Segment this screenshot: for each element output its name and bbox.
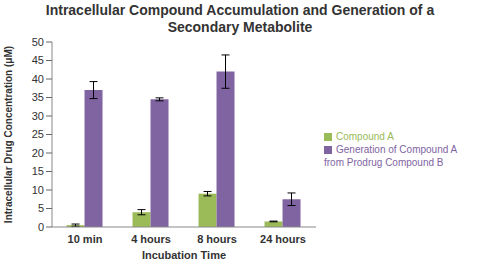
svg-text:5: 5 <box>38 202 44 214</box>
svg-text:20: 20 <box>32 147 44 159</box>
svg-text:50: 50 <box>32 38 44 48</box>
svg-text:0: 0 <box>38 221 44 233</box>
svg-text:10 min: 10 min <box>68 233 103 245</box>
svg-text:24 hours: 24 hours <box>260 233 306 245</box>
svg-text:40: 40 <box>32 73 44 85</box>
html-text:Generation of Compound A from: Generation of Compound A from Prodrug Co… <box>324 144 457 168</box>
svg-text:10: 10 <box>32 184 44 196</box>
html-text:Compound A: Compound A <box>336 131 394 142</box>
svg-text:Intracellular Drug Concentrati: Intracellular Drug Concentration (μM) <box>8 46 14 223</box>
html-text:Intracellular Compound Accumul: Intracellular Compound Accumulation and … <box>45 2 435 35</box>
svg-text:45: 45 <box>32 54 44 66</box>
svg-text:15: 15 <box>32 165 44 177</box>
svg-text:35: 35 <box>32 91 44 103</box>
svg-text:30: 30 <box>32 110 44 122</box>
svg-text:Incubation Time: Incubation Time <box>142 249 226 261</box>
svg-text:8 hours: 8 hours <box>197 233 237 245</box>
svg-text:25: 25 <box>32 128 44 140</box>
svg-text:4 hours: 4 hours <box>131 233 171 245</box>
